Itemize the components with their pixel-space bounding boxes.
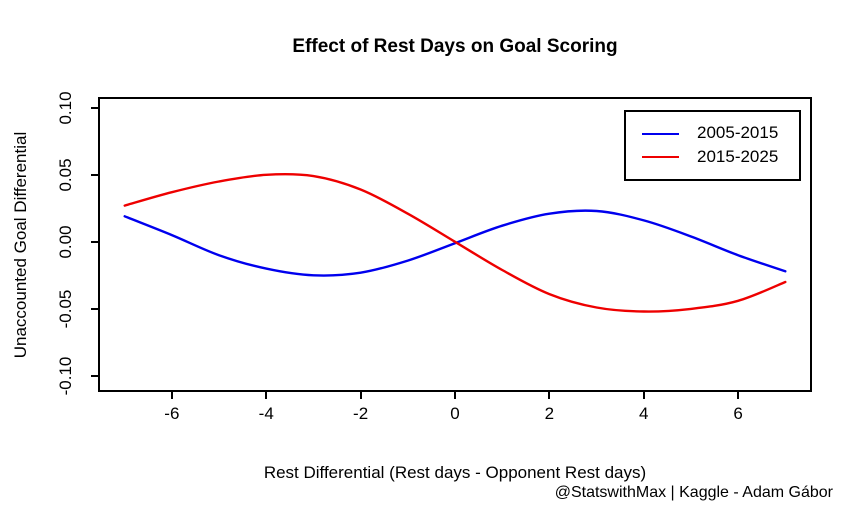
y-tick-label: -0.05 [56,289,75,329]
y-tick-mark [91,307,98,310]
x-tick-label: 2 [544,404,555,423]
chart-title: Effect of Rest Days on Goal Scoring [292,36,618,57]
x-tick-mark [737,392,740,399]
plot-area [98,97,812,392]
x-tick-label: -4 [258,404,274,423]
y-tick-label: -0.10 [56,356,75,396]
x-tick-label: -6 [164,404,180,423]
legend-item-label: 2015-2025 [697,147,779,166]
y-tick-label: 0.00 [56,225,75,259]
x-tick-label: 4 [639,404,649,423]
legend-item: 2005-2015 [642,124,799,143]
x-tick-mark [642,392,645,399]
caption-credit: @StatswithMax | Kaggle - Adam Gábor [554,484,833,501]
legend-item: 2015-2025 [642,147,799,167]
plot-border [98,97,812,392]
x-tick-mark [265,392,268,399]
x-tick-label: 6 [733,404,743,423]
x-axis-label: Rest Differential (Rest days - Opponent … [263,463,647,482]
x-tick-label: -2 [353,404,369,423]
y-tick-mark [91,173,98,176]
legend-line-sample-blue [642,132,679,135]
y-tick-label: 0.10 [56,91,75,125]
legend-item-label: 2005-2015 [697,123,779,143]
curve-2015-2025 [123,172,787,313]
x-tick-mark [170,392,173,399]
legend: 2005-2015 2015-2025 [624,110,801,181]
y-tick-mark [91,106,98,109]
legend-line-sample-red [642,156,679,159]
x-tick-mark [359,392,362,399]
curve-2005-2015 [123,209,787,277]
plot-svg [98,97,812,392]
y-tick-mark [91,374,98,377]
x-tick-mark [548,392,551,399]
x-tick-label: 0 [450,404,460,423]
y-axis-label: Unaccounted Goal Differential [11,131,30,359]
y-tick-label: 0.05 [56,158,75,192]
x-tick-mark [454,392,456,399]
y-tick-mark [91,240,98,243]
